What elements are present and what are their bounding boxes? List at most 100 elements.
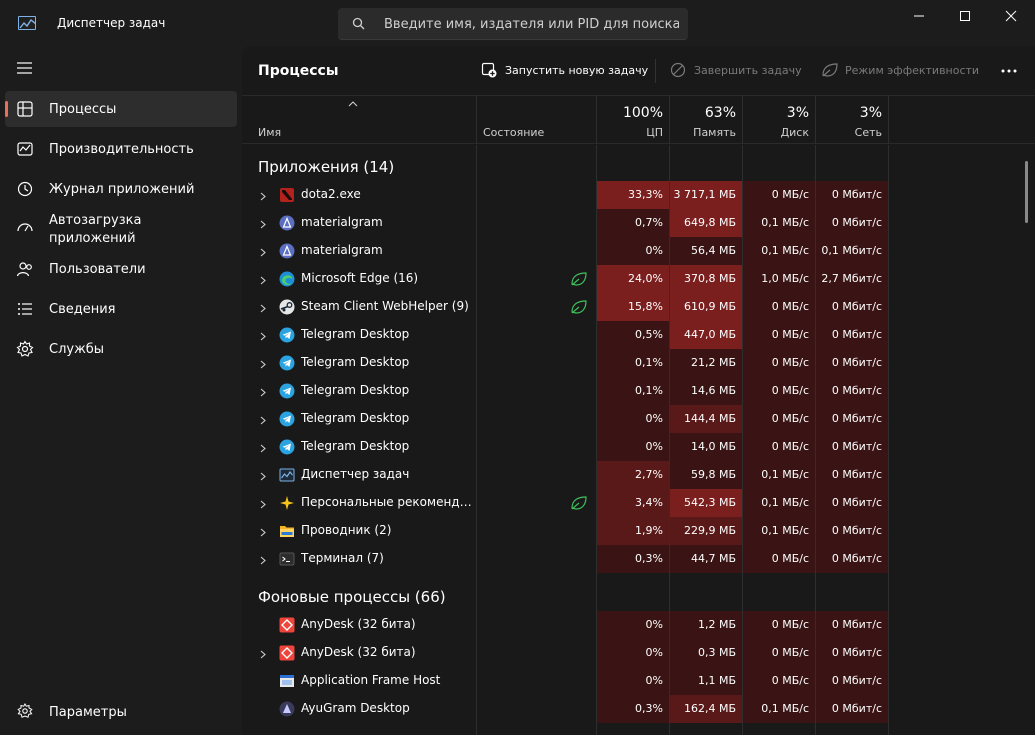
memory-cell: 229,9 МБ — [670, 517, 742, 545]
end-task-button[interactable]: Завершить задачу — [670, 60, 805, 82]
efficiency-mode-button[interactable]: Режим эффективности — [821, 60, 981, 82]
expand-chevron-icon[interactable] — [260, 330, 266, 345]
expand-chevron-icon[interactable] — [260, 274, 266, 289]
memory-cell: 59,8 МБ — [670, 461, 742, 489]
column-header-cpu-percent[interactable]: 100% — [622, 105, 663, 121]
column-header-name[interactable]: Имя — [258, 126, 282, 139]
column-divider — [476, 96, 477, 144]
users-icon — [16, 262, 32, 277]
main-panel: Процессы Запустить новую задачу Завершит… — [242, 46, 1035, 735]
sidebar-item-app-history[interactable]: Журнал приложений — [5, 171, 237, 207]
expand-chevron-icon[interactable] — [260, 246, 266, 261]
cpu-cell: 0,3% — [597, 545, 669, 573]
disk-cell: 0 МБ/с — [743, 405, 815, 433]
process-row[interactable]: Проводник (2) 1,9% 229,9 МБ 0,1 МБ/с 0 Мбит/… — [242, 517, 1035, 545]
cpu-cell: 33,3% — [597, 181, 669, 209]
settings-label: Параметры — [49, 705, 127, 720]
search-box[interactable] — [338, 8, 688, 40]
process-row[interactable]: materialgram 0% 56,4 МБ 0,1 МБ/с 0,1 Мбит/с — [242, 237, 1035, 265]
telegram-icon — [279, 327, 295, 343]
process-row[interactable]: dota2.exe 33,3% 3 717,1 МБ 0 МБ/с 0 Мбит/с — [242, 181, 1035, 209]
end-task-icon — [670, 62, 686, 78]
process-row[interactable]: Telegram Desktop 0% 14,0 МБ 0 МБ/с 0 Мбит/с — [242, 433, 1035, 461]
process-row[interactable]: materialgram 0,7% 649,8 МБ 0,1 МБ/с 0 Мбит/с — [242, 209, 1035, 237]
process-row[interactable]: Telegram Desktop 0% 144,4 МБ 0 МБ/с 0 Мбит/с — [242, 405, 1035, 433]
column-divider — [888, 96, 889, 144]
vertical-scrollbar[interactable] — [1025, 161, 1028, 223]
sidebar-item-label: Сведения — [49, 302, 116, 317]
expand-chevron-icon[interactable] — [260, 526, 266, 541]
sidebar-item-processes[interactable]: Процессы — [5, 91, 237, 127]
process-name: Персональные рекомендаци... — [301, 495, 473, 509]
search-input[interactable] — [384, 14, 679, 34]
network-cell: 0 Мбит/с — [816, 611, 888, 639]
column-header-status[interactable]: Состояние — [483, 126, 545, 139]
sidebar-item-performance[interactable]: Производительность — [5, 131, 237, 167]
run-new-task-button[interactable]: Запустить новую задачу — [481, 60, 648, 82]
disk-cell: 0 МБ/с — [743, 639, 815, 667]
column-header-memory[interactable]: Память — [693, 126, 736, 139]
network-cell: 0 Мбит/с — [816, 667, 888, 695]
close-button[interactable] — [988, 0, 1034, 32]
column-header-network-percent[interactable]: 3% — [859, 105, 882, 121]
sidebar-item-users[interactable]: Пользователи — [5, 251, 237, 287]
sort-up-chevron-icon[interactable] — [348, 101, 358, 107]
process-row[interactable]: Telegram Desktop 0,1% 14,6 МБ 0 МБ/с 0 Мбит/… — [242, 377, 1035, 405]
process-row[interactable]: Steam Client WebHelper (9) 15,8% 610,9 МБ 0… — [242, 293, 1035, 321]
sidebar-item-label: Журнал приложений — [49, 182, 195, 197]
expand-chevron-icon[interactable] — [260, 470, 266, 485]
task-manager-icon — [279, 467, 295, 483]
process-row[interactable]: Терминал (7) 0,3% 44,7 МБ 0 МБ/с 0 Мбит/с — [242, 545, 1035, 573]
column-header-disk-percent[interactable]: 3% — [786, 105, 809, 121]
column-header-cpu[interactable]: ЦП — [646, 126, 663, 139]
end-task-label: Завершить задачу — [694, 64, 802, 77]
process-row[interactable]: Microsoft Edge (16) 24,0% 370,8 МБ 1,0 МБ/с… — [242, 265, 1035, 293]
network-cell: 0 Мбит/с — [816, 639, 888, 667]
network-cell: 0 Мбит/с — [816, 377, 888, 405]
sidebar-item-details[interactable]: Сведения — [5, 291, 237, 327]
explorer-icon — [279, 523, 295, 539]
expand-chevron-icon[interactable] — [260, 218, 266, 233]
expand-chevron-icon[interactable] — [260, 302, 266, 317]
cpu-cell: 0% — [597, 433, 669, 461]
column-header-disk[interactable]: Диск — [780, 126, 809, 139]
process-row[interactable]: Диспетчер задач 2,7% 59,8 МБ 0,1 МБ/с 0 Мбит… — [242, 461, 1035, 489]
expand-chevron-icon[interactable] — [260, 554, 266, 569]
process-row[interactable]: Telegram Desktop 0,5% 447,0 МБ 0 МБ/с 0 Мбит… — [242, 321, 1035, 349]
process-row[interactable]: Telegram Desktop 0,1% 21,2 МБ 0 МБ/с 0 Мбит/… — [242, 349, 1035, 377]
settings-button[interactable]: Параметры — [0, 694, 242, 730]
process-row[interactable]: Персональные рекомендаци...3,4%542,3 МБ0… — [242, 489, 1035, 517]
sidebar-item-label: Производительность — [49, 142, 194, 157]
expand-chevron-icon[interactable] — [260, 498, 266, 513]
cpu-cell: 0% — [597, 405, 669, 433]
services-icon — [16, 340, 34, 357]
expand-chevron-icon[interactable] — [260, 358, 266, 373]
group-header-apps[interactable]: Приложения (14) — [258, 158, 395, 176]
column-header-memory-percent[interactable]: 63% — [704, 105, 736, 121]
app-frame-icon — [279, 673, 295, 689]
column-header-network[interactable]: Сеть — [854, 126, 882, 139]
column-divider — [596, 96, 597, 144]
expand-chevron-icon[interactable] — [260, 190, 266, 205]
group-header-background[interactable]: Фоновые процессы (66) — [258, 588, 446, 606]
sidebar-item-startup-apps[interactable]: Автозагрузка приложений — [5, 211, 237, 247]
hamburger-menu-icon[interactable] — [15, 60, 35, 76]
process-row[interactable]: Application Frame Host 0% 1,1 МБ 0 МБ/с 0 Мб… — [242, 667, 1035, 695]
network-cell: 0 Мбит/с — [816, 181, 888, 209]
maximize-button[interactable] — [942, 0, 988, 32]
expand-chevron-icon[interactable] — [260, 442, 266, 457]
page-title: Процессы — [258, 63, 339, 79]
expand-chevron-icon[interactable] — [260, 386, 266, 401]
expand-chevron-icon[interactable] — [260, 648, 266, 663]
process-row[interactable]: AyuGram Desktop 0,3% 162,4 МБ 0,1 МБ/с 0 Мби… — [242, 695, 1035, 723]
memory-cell: 0,3 МБ — [670, 639, 742, 667]
cpu-cell: 0,5% — [597, 321, 669, 349]
process-row[interactable]: AnyDesk (32 бита) 0% 0,3 МБ 0 МБ/с 0 Мбит/с — [242, 639, 1035, 667]
process-name: Telegram Desktop — [301, 411, 410, 425]
more-options-icon[interactable] — [999, 64, 1019, 78]
sidebar-item-label: Автозагрузка приложений — [49, 213, 142, 246]
minimize-button[interactable] — [896, 0, 942, 32]
sidebar-item-services[interactable]: Службы — [5, 331, 237, 367]
expand-chevron-icon[interactable] — [260, 414, 266, 429]
process-row[interactable]: AnyDesk (32 бита) 0% 1,2 МБ 0 МБ/с 0 Мбит/с — [242, 611, 1035, 639]
